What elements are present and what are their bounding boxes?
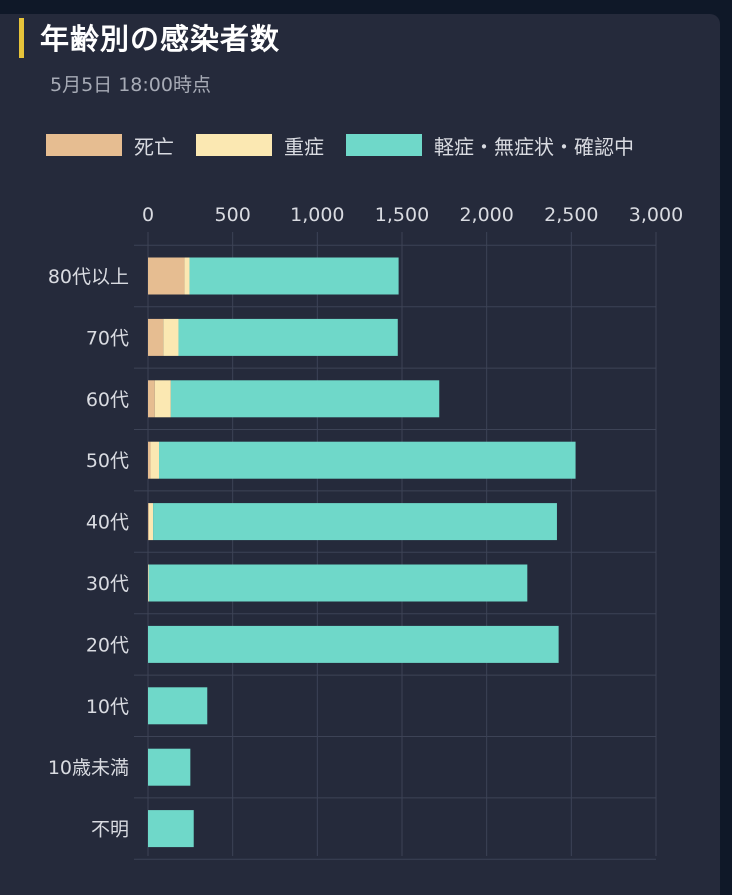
category-label: 60代 xyxy=(86,389,129,411)
timestamp: 5月5日 18:00時点 xyxy=(50,74,211,96)
bar-segment-death xyxy=(148,380,155,418)
x-tick-label: 2,500 xyxy=(544,204,598,226)
bar-segment-mild xyxy=(170,380,440,418)
legend-item-mild[interactable]: 軽症・無症状・確認中 xyxy=(346,131,634,160)
category-label: 20代 xyxy=(86,634,129,656)
bar-segment-severe xyxy=(150,441,160,479)
legend-swatch-severe xyxy=(196,134,272,156)
bar-segment-severe xyxy=(148,564,149,602)
bar-segment-mild xyxy=(148,564,528,602)
category-label: 40代 xyxy=(86,512,129,534)
legend-item-severe[interactable]: 重症 xyxy=(196,131,324,160)
bar-segment-death xyxy=(148,441,151,479)
bar-segment-mild xyxy=(148,748,191,786)
page-title: 年齢別の感染者数 xyxy=(40,22,281,56)
legend-label-severe: 重症 xyxy=(284,134,324,159)
x-tick-label: 2,000 xyxy=(459,204,513,226)
bar-segment-death xyxy=(148,503,149,541)
bar-segment-severe xyxy=(148,503,154,541)
bar-segment-mild xyxy=(148,625,559,663)
category-label: 30代 xyxy=(86,573,129,595)
bar-segment-death xyxy=(148,318,164,356)
x-tick-label: 500 xyxy=(215,204,251,226)
chart-legend: 死亡 重症 軽症・無症状・確認中 xyxy=(46,131,656,160)
title-accent-bar xyxy=(19,18,24,58)
legend-label-death: 死亡 xyxy=(134,134,174,159)
x-tick-label: 1,500 xyxy=(375,204,429,226)
bar-segment-death xyxy=(148,257,185,295)
category-label: 10歳未満 xyxy=(48,757,129,779)
bar-segment-severe xyxy=(154,380,171,418)
category-label: 不明 xyxy=(91,819,129,841)
legend-swatch-mild xyxy=(346,134,422,156)
legend-swatch-death xyxy=(46,134,122,156)
x-tick-label: 3,000 xyxy=(629,204,683,226)
x-tick-label: 1,000 xyxy=(290,204,344,226)
bar-segment-severe xyxy=(163,318,179,356)
bar-segment-mild xyxy=(159,441,576,479)
category-label: 70代 xyxy=(86,327,129,349)
bar-segment-mild xyxy=(148,810,194,848)
bar-segment-mild xyxy=(189,257,399,295)
bar-segment-mild xyxy=(153,503,557,541)
category-label: 10代 xyxy=(86,696,129,718)
category-label: 50代 xyxy=(86,450,129,472)
bar-segment-mild xyxy=(148,687,208,725)
bar-segment-mild xyxy=(178,318,398,356)
category-label: 80代以上 xyxy=(48,266,129,288)
legend-label-mild: 軽症・無症状・確認中 xyxy=(434,134,634,159)
legend-item-death[interactable]: 死亡 xyxy=(46,131,174,160)
x-tick-label: 0 xyxy=(142,204,154,226)
bar-segment-severe xyxy=(184,257,190,295)
